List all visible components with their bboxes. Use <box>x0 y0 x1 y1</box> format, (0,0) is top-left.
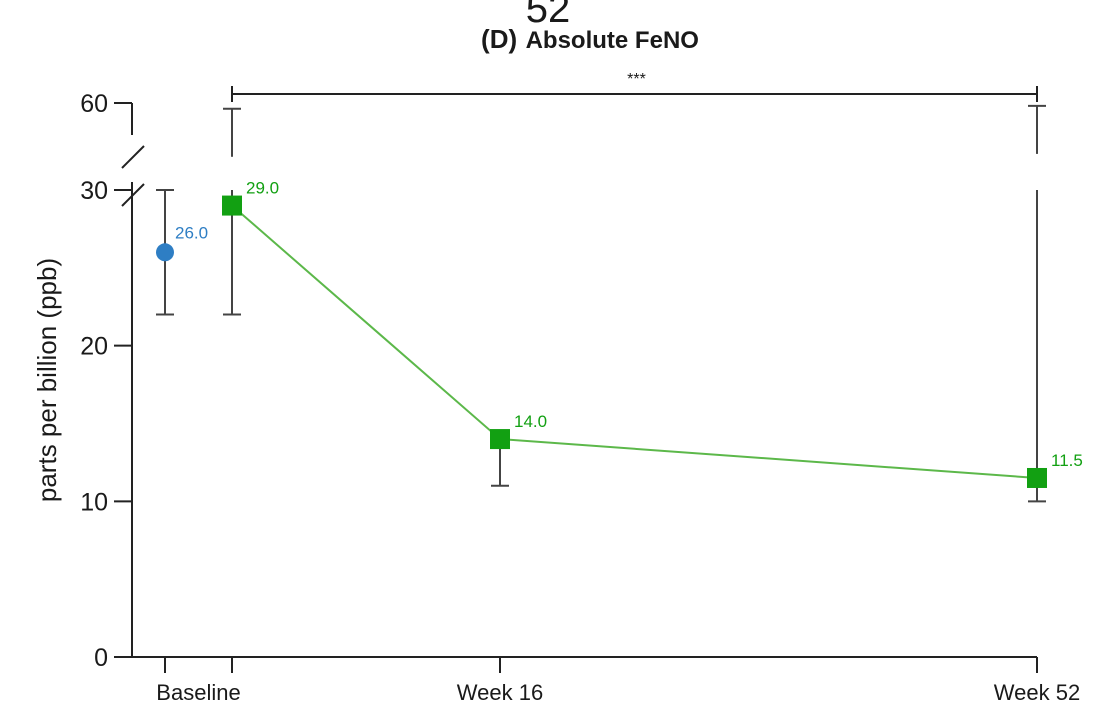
significance-bracket: *** <box>231 71 1038 102</box>
page-number: 52 <box>526 0 571 31</box>
data-point-square <box>222 195 242 216</box>
x-tick-label: Baseline <box>156 680 240 705</box>
data-point-square <box>1027 467 1047 488</box>
chart-title: (D) Absolute FeNO <box>481 24 699 54</box>
y-axis-label: parts per billion (ppb) <box>32 258 62 502</box>
axis-break-mark-upper <box>121 145 145 169</box>
data-labels: 26.0 29.0 14.0 11.5 <box>175 179 1083 470</box>
data-point-square <box>490 429 510 450</box>
significance-label: *** <box>627 71 646 88</box>
y-tick-label: 10 <box>80 488 108 516</box>
data-label: 11.5 <box>1051 451 1083 470</box>
data-label: 26.0 <box>175 223 208 242</box>
series-line <box>231 204 1038 479</box>
x-tick-label: Week 16 <box>457 680 543 705</box>
panel-label: (D) <box>481 24 517 54</box>
y-tick-label: 60 <box>80 90 108 118</box>
y-tick-label: 30 <box>80 177 108 205</box>
data-label: 29.0 <box>246 179 279 198</box>
error-bars <box>156 104 1046 503</box>
series-lines <box>231 204 1038 479</box>
x-tick-label: Week 52 <box>994 680 1080 705</box>
title-text: Absolute FeNO <box>526 27 699 54</box>
y-tick-label: 0 <box>94 644 108 672</box>
axis-break-mark-lower <box>121 183 145 207</box>
x-axis: Baseline Week 16 Week 52 <box>132 656 1080 705</box>
data-point-circle <box>156 243 174 262</box>
data-markers <box>156 195 1047 488</box>
y-tick-label: 20 <box>80 333 108 361</box>
data-label: 14.0 <box>514 412 547 431</box>
y-axis: 0 10 20 30 60 <box>80 90 145 672</box>
